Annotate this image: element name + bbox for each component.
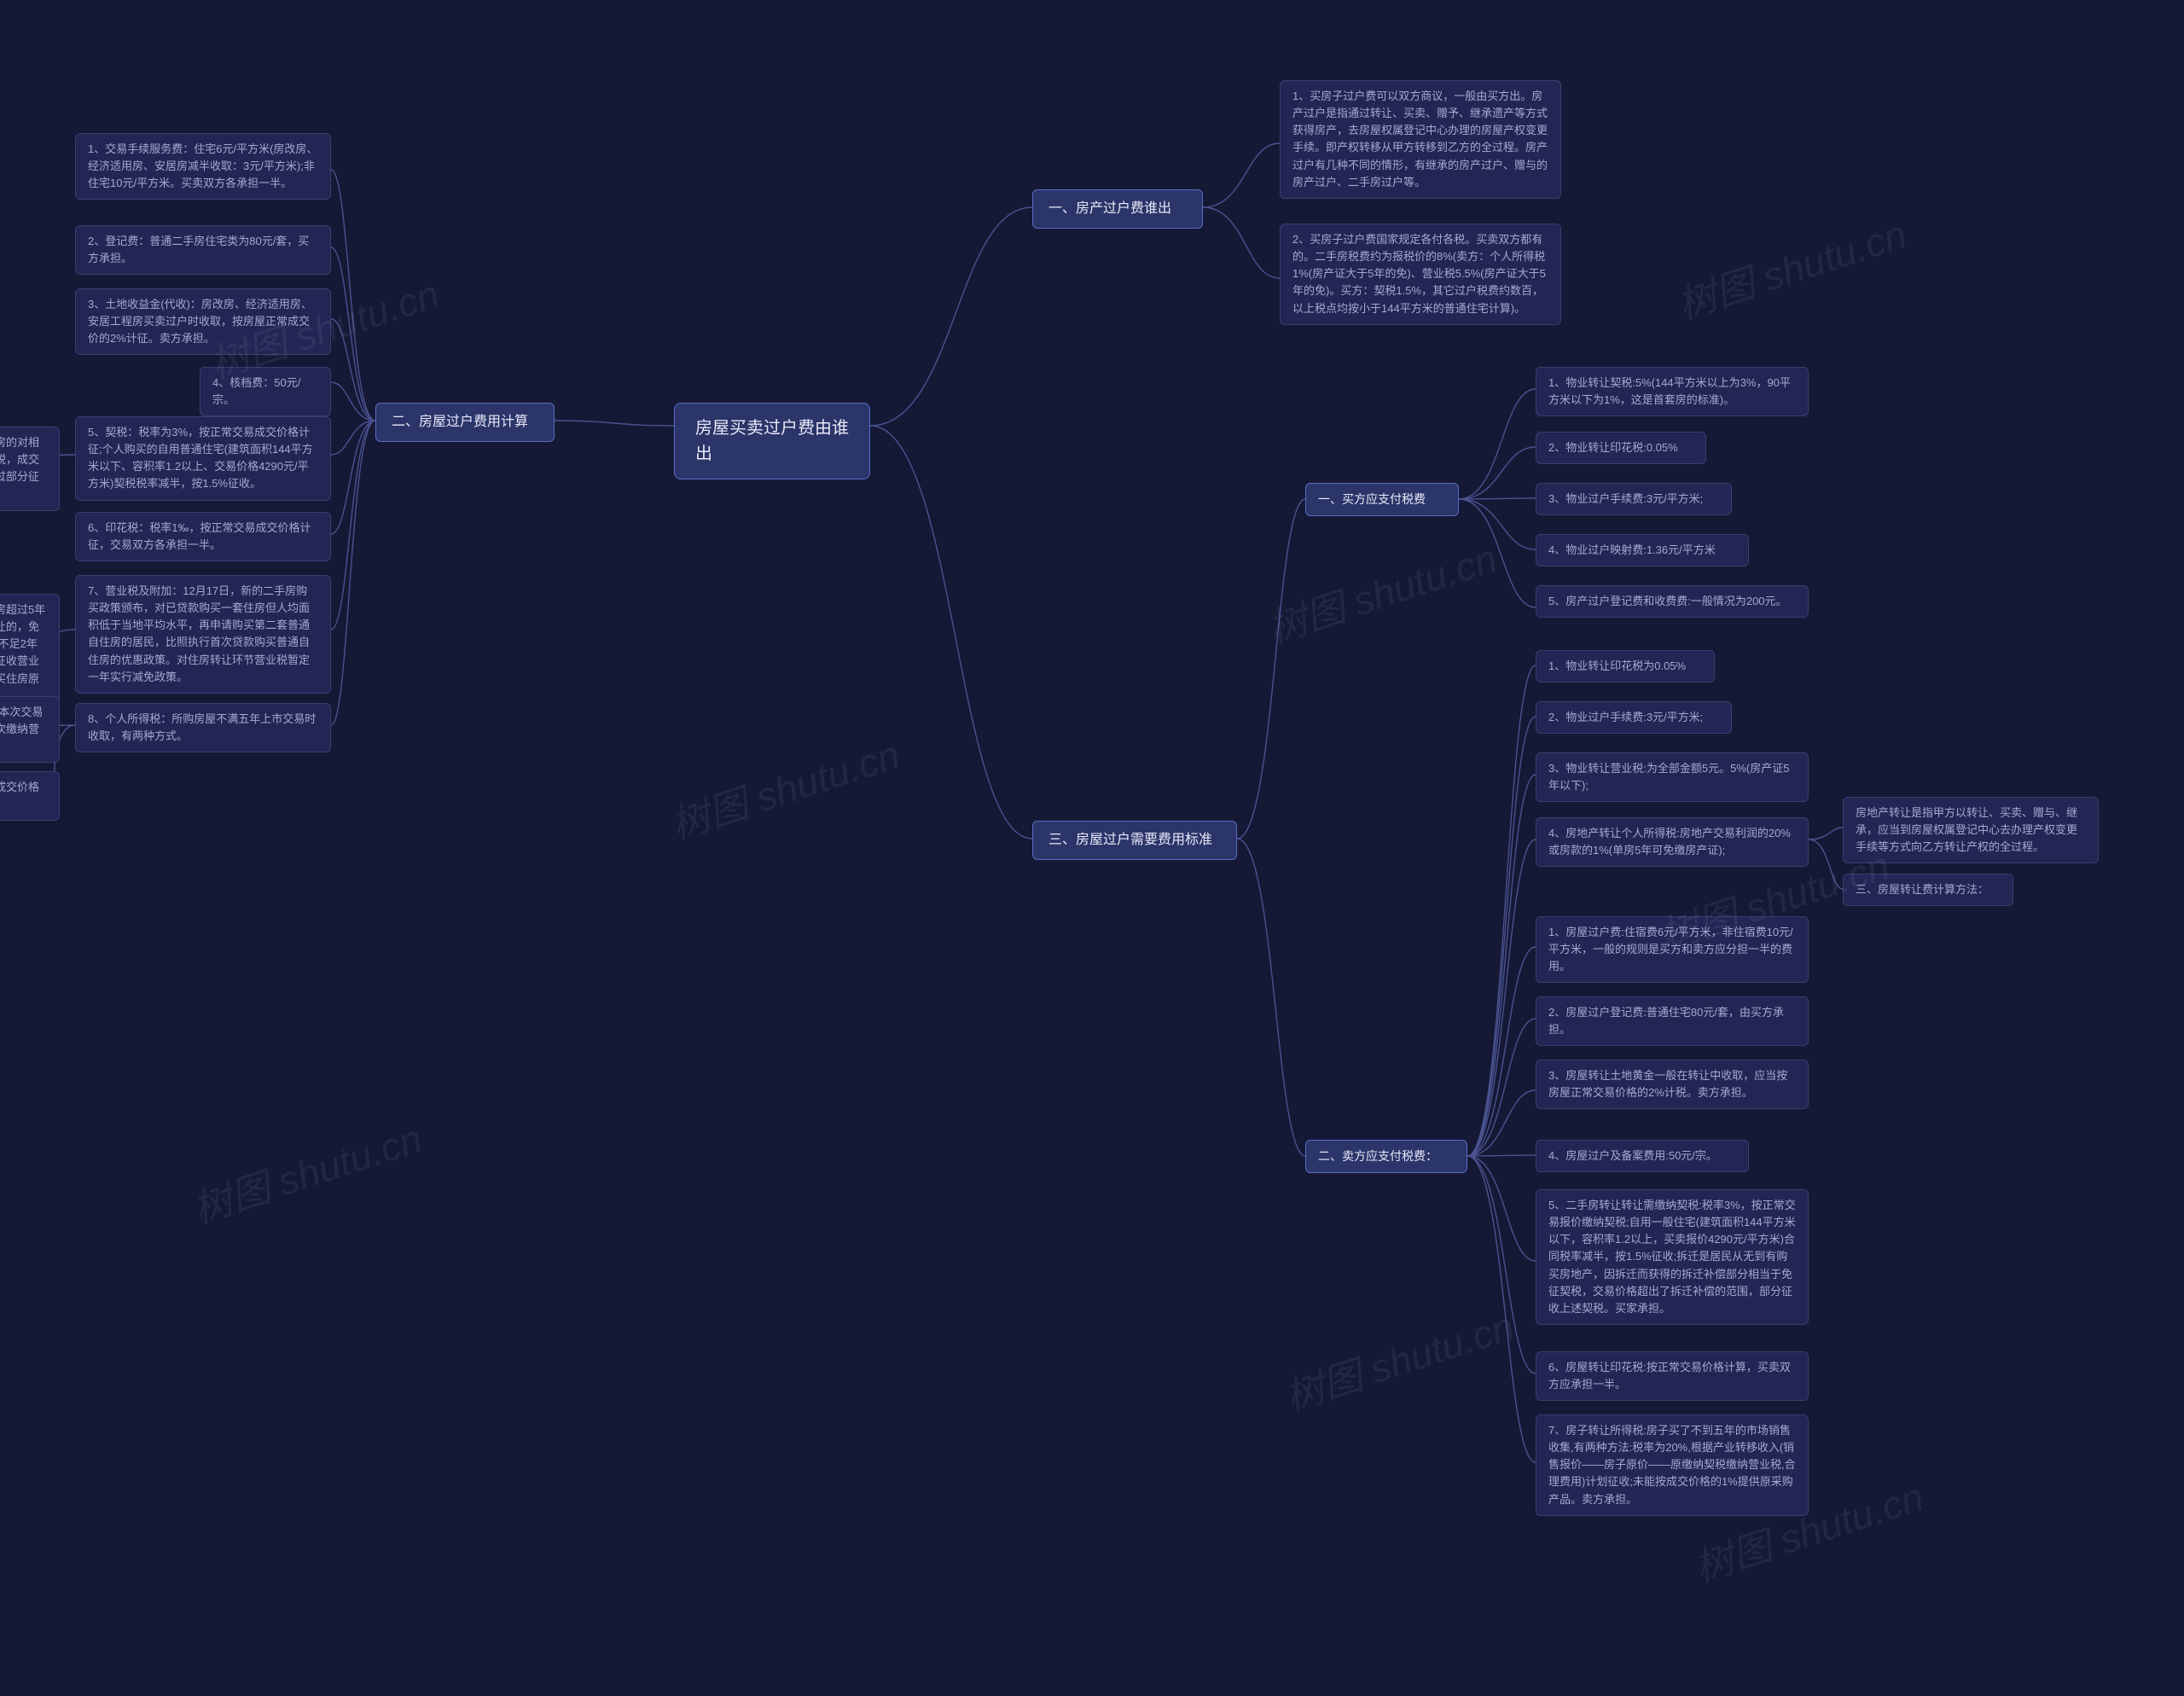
b2-leaf-8-sub1[interactable]: ①税率20%，按财产转让所得(本次交易价格-房屋原价-原缴纳契税-本次缴纳营业税… bbox=[0, 696, 60, 763]
root-node[interactable]: 房屋买卖过户费由谁出 bbox=[674, 403, 870, 479]
b2-leaf-8-sub2[interactable]: ②未能提供原购房发票的按已成交价格的1%征收。卖方承担。 bbox=[0, 771, 60, 821]
b3-b-4[interactable]: 4、房地产转让个人所得税:房地产交易利润的20%或房款的1%(单房5年可免缴房产… bbox=[1536, 817, 1809, 867]
b2-leaf-1[interactable]: 1、交易手续服务费：住宅6元/平方米(房改房、经济适用房、安居房减半收取：3元/… bbox=[75, 133, 331, 200]
branch-2[interactable]: 二、房屋过户费用计算 bbox=[375, 403, 555, 442]
branch-1[interactable]: 一、房产过户费谁出 bbox=[1032, 189, 1203, 229]
b3-b-5[interactable]: 1、房屋过户费:住宿费6元/平方米，非住宿费10元/平方米，一般的规则是买方和卖… bbox=[1536, 916, 1809, 983]
b3-b-2[interactable]: 2、物业过户手续费:3元/平方米; bbox=[1536, 701, 1732, 734]
b2-leaf-8[interactable]: 8、个人所得税：所购房屋不满五年上市交易时收取，有两种方式。 bbox=[75, 703, 331, 752]
watermark: 树图 shutu.cn bbox=[1277, 1296, 1520, 1423]
b2-leaf-5[interactable]: 5、契税：税率为3%，按正常交易成交价格计征;个人购买的自用普通住宅(建筑面积1… bbox=[75, 416, 331, 501]
b3-sub-b[interactable]: 二、卖方应支付税费： bbox=[1305, 1140, 1467, 1173]
b1-leaf-2[interactable]: 2、买房子过户费国家规定各付各税。买卖双方都有的。二手房税费约为报税价的8%(卖… bbox=[1280, 224, 1561, 325]
b3-b-11[interactable]: 7、房子转让所得税:房子买了不到五年的市场销售收集,有两种方法:税率为20%,根… bbox=[1536, 1414, 1809, 1516]
b2-leaf-7[interactable]: 7、营业税及附加：12月17日，新的二手房购买政策颁布，对已贷款购买一套住房但人… bbox=[75, 575, 331, 694]
b3-a-2[interactable]: 2、物业转让印花税:0.05% bbox=[1536, 432, 1706, 464]
b3-b-6[interactable]: 2、房屋过户登记费:普通住宅80元/套，由买方承担。 bbox=[1536, 996, 1809, 1046]
watermark: 树图 shutu.cn bbox=[663, 724, 906, 851]
b2-leaf-4[interactable]: 4、核档费：50元/宗。 bbox=[200, 367, 331, 416]
b3-b-3[interactable]: 3、物业转让营业税:为全部金额5元。5%(房产证5年以下); bbox=[1536, 752, 1809, 802]
b3-b-8[interactable]: 4、房屋过户及备案费用:50元/宗。 bbox=[1536, 1140, 1749, 1172]
b3-a-5[interactable]: 5、房产过户登记费和收费费:一般情况为200元。 bbox=[1536, 585, 1809, 618]
b3-b-4-s2[interactable]: 三、房屋转让费计算方法： bbox=[1843, 874, 2013, 906]
b3-b-7[interactable]: 3、房屋转让土地黄金一般在转让中收取，应当按房屋正常交易价格的2%计税。卖方承担… bbox=[1536, 1060, 1809, 1109]
watermark: 树图 shutu.cn bbox=[1260, 528, 1503, 655]
watermark: 树图 shutu.cn bbox=[1670, 204, 1913, 331]
b3-b-1[interactable]: 1、物业转让印花税为0.05% bbox=[1536, 650, 1715, 682]
b2-leaf-5-sub[interactable]: 拆迁居民因拆迁重新购置二手房的对相当于拆迁补偿款的部分免征契税，成交价格超过拆迁… bbox=[0, 427, 60, 511]
b2-leaf-6[interactable]: 6、印花税：税率1‰，按正常交易成交价格计征，交易双方各承担一半。 bbox=[75, 512, 331, 561]
b2-leaf-7-sub[interactable]: 其中，将现行个人购买普通住房超过5年(含5年)改为超过2年(含2年)转让的，免征… bbox=[0, 594, 60, 712]
b3-a-4[interactable]: 4、物业过户映射费:1.36元/平方米 bbox=[1536, 534, 1749, 566]
branch-3[interactable]: 三、房屋过户需要费用标准 bbox=[1032, 821, 1237, 860]
b1-leaf-1[interactable]: 1、买房子过户费可以双方商议，一般由买方出。房产过户是指通过转让、买卖、赠予、继… bbox=[1280, 80, 1561, 199]
mindmap-canvas: 房屋买卖过户费由谁出 一、房产过户费谁出 1、买房子过户费可以双方商议，一般由买… bbox=[0, 0, 2184, 1696]
b3-b-4-s1[interactable]: 房地产转让是指甲方以转让、买卖、赠与、继承，应当到房屋权属登记中心去办理产权变更… bbox=[1843, 797, 2099, 863]
b3-a-3[interactable]: 3、物业过户手续费:3元/平方米; bbox=[1536, 483, 1732, 515]
b3-b-9[interactable]: 5、二手房转让转让需缴纳契税:税率3%，按正常交易报价缴纳契税;自用一般住宅(建… bbox=[1536, 1189, 1809, 1325]
b3-a-1[interactable]: 1、物业转让契税:5%(144平方米以上为3%，90平方米以下为1%，这是首套房… bbox=[1536, 367, 1809, 416]
b2-leaf-2[interactable]: 2、登记费：普通二手房住宅类为80元/套，买方承担。 bbox=[75, 225, 331, 275]
b3-b-10[interactable]: 6、房屋转让印花税:按正常交易价格计算，买卖双方应承担一半。 bbox=[1536, 1351, 1809, 1401]
b2-leaf-3[interactable]: 3、土地收益金(代收)：房改房、经济适用房、安居工程房买卖过户时收取，按房屋正常… bbox=[75, 288, 331, 355]
watermark: 树图 shutu.cn bbox=[185, 1108, 428, 1235]
b3-sub-a[interactable]: 一、买方应支付税费 bbox=[1305, 483, 1459, 516]
